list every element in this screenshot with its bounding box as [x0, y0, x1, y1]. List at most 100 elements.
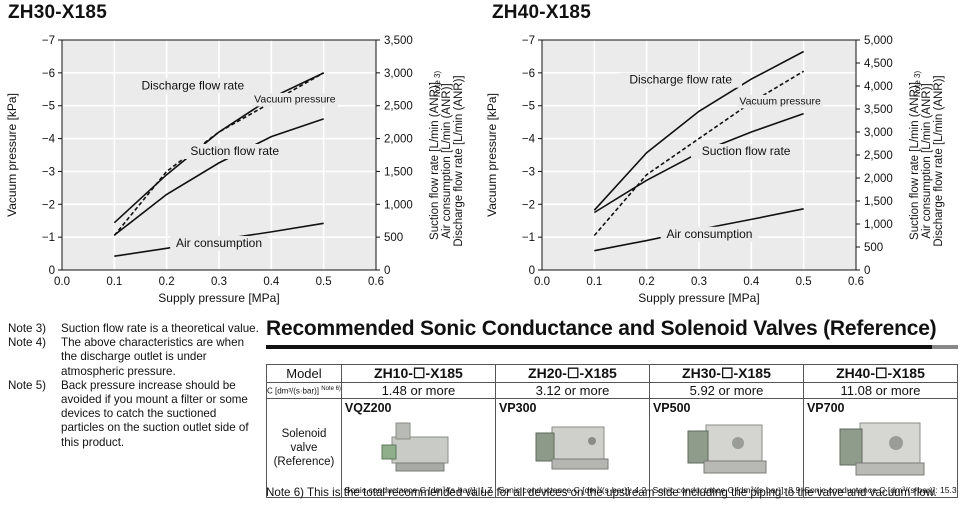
x-tick-label: 0.4	[263, 276, 280, 288]
valve-name: VP300	[498, 401, 537, 415]
y-right-tick-label: 5,000	[864, 35, 893, 47]
valve-name: VQZ200	[344, 401, 392, 415]
note-3: Note 3) Suction flow rate is a theoretic…	[8, 322, 260, 336]
y-tick-label: −3	[42, 166, 55, 178]
annotation-label: Air consumption	[176, 236, 262, 250]
y-tick-label: −3	[522, 166, 535, 178]
c-header-note: Note 6)	[321, 385, 341, 392]
y-tick-label: −6	[522, 68, 535, 80]
y-right-axis-label: Suction flow rate [L/min (ANR)]	[909, 82, 921, 240]
note-text: Suction flow rate is a theoretical value…	[61, 322, 259, 335]
y-right-axis-label: Discharge flow rate [L/min (ANR)]	[453, 75, 465, 246]
series-line	[113, 72, 325, 237]
y-right-tick-label: 3,500	[864, 104, 893, 116]
y-tick-label: −1	[42, 232, 55, 244]
y-right-tick-label: 2,500	[384, 101, 413, 113]
y-right-tick-label: 1,000	[384, 199, 413, 211]
annotation-bg	[179, 144, 290, 159]
y-tick-label: −5	[42, 101, 55, 113]
valve-caption: Sonic conductance C [dm³/(s·bar)]: 15.3	[804, 485, 957, 495]
x-tick-label: 0.1	[586, 276, 602, 288]
y-right-tick-label: 0	[384, 265, 390, 277]
y-right-tick-label: 4,000	[864, 81, 893, 93]
annotation-bg	[660, 226, 759, 242]
c-value: 11.08 or more	[802, 382, 959, 399]
y-right-tick-label: 1,500	[384, 166, 413, 178]
model-cell: ZH20-☐-X185	[494, 364, 650, 383]
solenoid-valve-image	[839, 422, 925, 476]
annotation-label: Suction flow rate	[702, 144, 791, 158]
series-line	[593, 70, 805, 237]
solenoid-valve-image	[687, 424, 767, 474]
note-tag: Note 5)	[8, 378, 47, 392]
y-tick-label: −6	[42, 68, 55, 80]
note-text: The above characteristics are when the d…	[61, 336, 245, 378]
valve-cell: VQZ200 Sonic conductance C [dm³/(s·bar)]…	[340, 398, 496, 498]
series-line	[113, 118, 324, 236]
y-right-tick-label: 3,500	[384, 35, 413, 47]
y-right-tick-label: 2,500	[864, 150, 893, 162]
annotation-bg	[170, 236, 268, 251]
model-cell: ZH10-☐-X185	[340, 364, 496, 383]
y-right-note: Note 3)	[913, 71, 922, 98]
c-value: 1.48 or more	[340, 382, 496, 399]
valve-name: VP500	[652, 401, 691, 415]
plot-frame	[61, 39, 377, 271]
section-rule-end	[932, 345, 958, 349]
x-tick-label: 0.2	[639, 276, 655, 288]
x-tick-label: 0.4	[743, 276, 760, 288]
y-right-tick-label: 2,000	[384, 134, 413, 146]
section-title: Recommended Sonic Conductance and Soleno…	[266, 317, 937, 340]
annotation-bg	[619, 72, 742, 88]
y-right-axis-label: Suction flow rate [L/min (ANR)]	[429, 82, 441, 240]
annotation-label: Discharge flow rate	[141, 78, 244, 92]
chart-zh40: 0.0 0.1 0.2 0.3 0.4 0.5 0.60−1−2−3−4−5−6−70500…	[485, 35, 945, 305]
y-axis-label: Vacuum pressure [kPa]	[5, 93, 19, 217]
y-tick-label: −2	[522, 199, 535, 211]
x-axis-label: Supply pressure [MPa]	[638, 291, 759, 305]
chart-zh30: 0.0 0.1 0.2 0.3 0.4 0.5 0.60−1−2−3−4−5−6−70500…	[5, 35, 465, 305]
x-axis-label: Supply pressure [MPa]	[158, 291, 279, 305]
x-tick-label: 0.6	[368, 276, 384, 288]
y-right-axis-label: Air consumption [L/min (ANR)]	[921, 83, 933, 238]
series-line	[593, 50, 805, 211]
sonic-conductance-table: Model ZH10-☐-X185 ZH20-☐-X185 ZH30-☐-X18…	[266, 364, 959, 498]
valve-header: Solenoid valve (Reference)	[266, 398, 342, 498]
note-tag: Note 4)	[8, 336, 47, 350]
valve-name: VP700	[806, 401, 845, 415]
valve-cell: VP500 Sonic conductance C [dm³/(s·bar)]:…	[648, 398, 804, 498]
model-header: Model	[266, 364, 342, 383]
annotation-label: Vacuum pressure	[254, 93, 336, 105]
y-tick-label: −1	[522, 232, 535, 244]
y-tick-label: −7	[522, 35, 535, 47]
x-tick-label: 0.6	[848, 276, 864, 288]
x-tick-label: 0.0	[54, 276, 70, 288]
note-tag: Note 3)	[8, 322, 47, 335]
y-right-tick-label: 500	[864, 242, 883, 254]
annotation-label: Suction flow rate	[190, 144, 279, 158]
y-axis-label: Vacuum pressure [kPa]	[485, 93, 499, 217]
model-cell: ZH40-☐-X185	[802, 364, 959, 383]
annotation-label: Vacuum pressure	[739, 95, 821, 107]
y-right-tick-label: 0	[864, 265, 870, 277]
valve-caption: Sonic conductance C [dm³/(s·bar)]: 1.7	[344, 485, 493, 495]
x-tick-label: 0.5	[316, 276, 332, 288]
y-tick-label: −4	[42, 134, 56, 146]
table-row-model: Model ZH10-☐-X185 ZH20-☐-X185 ZH30-☐-X18…	[266, 364, 959, 383]
note-5: Note 5) Back pressure increase should be…	[8, 379, 260, 450]
x-tick-label: 0.3	[211, 276, 227, 288]
table-row-valve: Solenoid valve (Reference) VQZ200 Sonic …	[266, 398, 959, 498]
annotation-label: Air consumption	[666, 227, 752, 241]
table-row-c: C [dm³/(s·bar)] Note 6) 1.48 or more 3.1…	[266, 382, 959, 399]
y-right-tick-label: 2,000	[864, 173, 893, 185]
notes-block: Note 3) Suction flow rate is a theoretic…	[8, 322, 260, 450]
section-rule	[266, 345, 932, 349]
c-header-label: C [dm³/(s·bar)]	[267, 386, 319, 396]
y-right-axis-label: Discharge flow rate [L/min (ANR)]	[933, 75, 945, 246]
y-right-note: Note 3)	[433, 71, 442, 98]
y-right-axis-label: Air consumption [L/min (ANR)]	[441, 83, 453, 238]
valve-caption: Sonic conductance C [dm³/(s·bar)]: 4.2	[498, 485, 647, 495]
footnote: Note 6) This is the total recommended va…	[266, 486, 937, 499]
annotation-bg	[691, 144, 802, 159]
y-tick-label: −7	[42, 35, 55, 47]
